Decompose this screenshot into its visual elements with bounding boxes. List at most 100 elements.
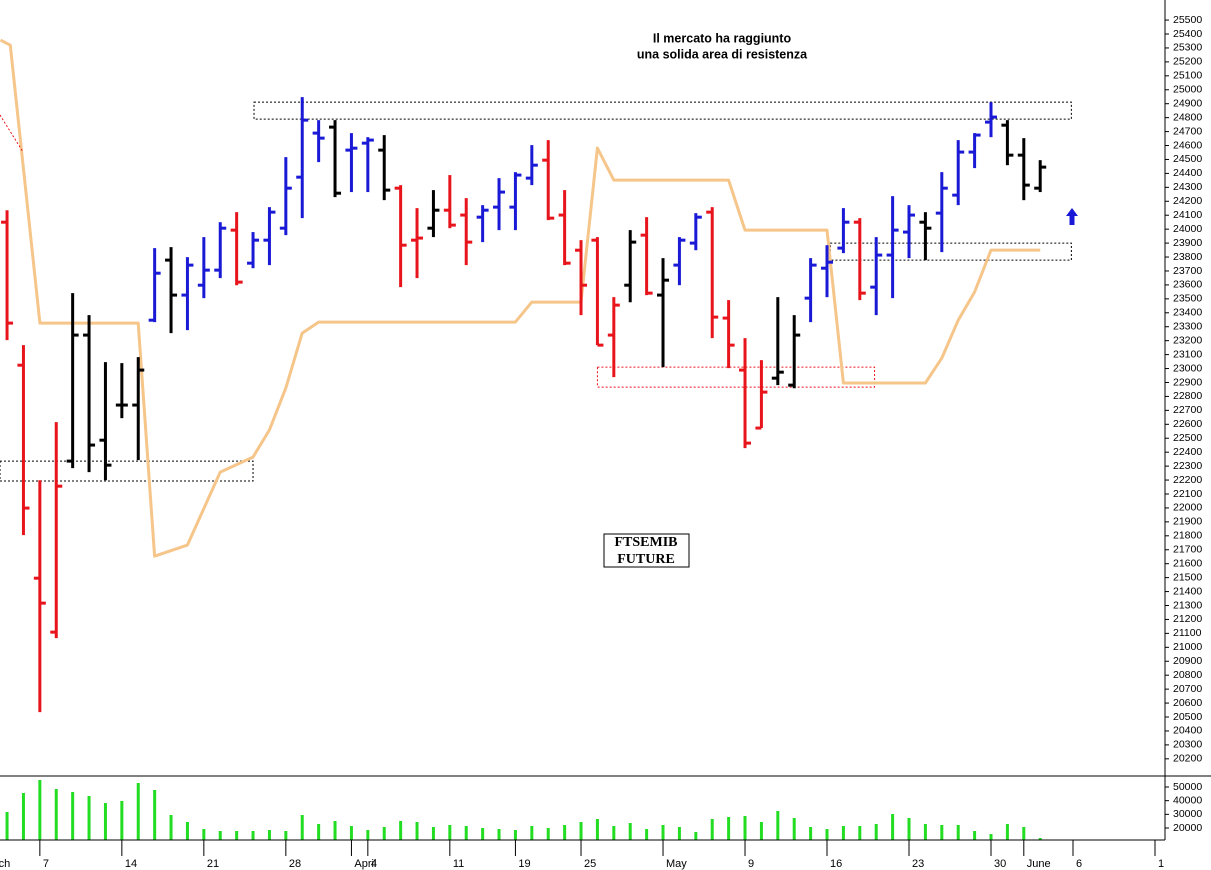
annotation: Il mercato ha raggiunto	[653, 31, 792, 45]
x-tick-label: 19	[518, 858, 530, 870]
y-tick-label: 22300	[1173, 460, 1202, 472]
y-tick-label: 25100	[1173, 70, 1202, 82]
y-tick-label: 24200	[1173, 195, 1202, 207]
volume-bar	[54, 788, 58, 840]
label-box	[603, 533, 690, 568]
x-tick-label: 9	[748, 858, 754, 870]
volume-bar	[579, 821, 583, 840]
volume-bar	[825, 829, 829, 840]
x-tick-label: 23	[912, 858, 924, 870]
trend-line	[0, 114, 24, 153]
y-tick-label: 30000	[1173, 808, 1202, 820]
y-tick-label: 24500	[1173, 153, 1202, 165]
volume-bar	[218, 831, 222, 840]
y-tick-label: 20200	[1173, 753, 1202, 765]
chart-label: FTSEMIB	[614, 535, 677, 550]
volume-bar	[874, 824, 878, 840]
volume-bar	[382, 826, 386, 840]
volume-bar	[153, 789, 157, 840]
y-tick-label: 23700	[1173, 265, 1202, 277]
volume-bar	[923, 824, 927, 840]
y-tick-label: 20300	[1173, 739, 1202, 751]
annotation: una solida area di resistenza	[637, 47, 808, 61]
y-tick-label: 21400	[1173, 585, 1202, 597]
x-tick-label: 16	[830, 858, 842, 870]
volume-bar	[103, 802, 107, 840]
volume-bar	[366, 830, 370, 840]
volume-bar	[1038, 837, 1042, 840]
volume-bar	[940, 825, 944, 840]
y-tick-label: 22600	[1173, 418, 1202, 430]
y-tick-label: 21000	[1173, 641, 1202, 653]
y-tick-label: 24400	[1173, 167, 1202, 179]
y-tick-label: 22800	[1173, 390, 1202, 402]
y-tick-label: 25000	[1173, 84, 1202, 96]
volume-bar	[284, 831, 288, 840]
y-tick-label: 20800	[1173, 669, 1202, 681]
x-tick-label: 7	[43, 858, 49, 870]
x-tick-label: 11	[453, 858, 464, 870]
volume-bar	[185, 821, 189, 840]
volume-bar	[71, 792, 75, 840]
y-tick-label: 40000	[1173, 794, 1202, 806]
y-tick-label: 23300	[1173, 321, 1202, 333]
y-tick-label: 22500	[1173, 432, 1202, 444]
volume-bar	[349, 826, 353, 840]
volume-bar	[169, 814, 173, 840]
volume-bar	[464, 826, 468, 840]
y-tick-label: 21900	[1173, 516, 1202, 528]
volume-bar	[661, 825, 665, 840]
x-tick-label: 6	[1076, 858, 1082, 870]
volume-bar	[87, 795, 91, 840]
y-tick-label: 22200	[1173, 474, 1202, 486]
y-tick-label: 25500	[1173, 14, 1202, 26]
volume-bar	[431, 826, 435, 840]
x-tick-label: 30	[994, 858, 1006, 870]
volume-bar	[743, 815, 747, 840]
y-tick-label: 21800	[1173, 530, 1202, 542]
x-tick-label: 4	[371, 858, 377, 870]
y-tick-label: 24100	[1173, 209, 1202, 221]
y-tick-label: 24600	[1173, 139, 1202, 151]
y-tick-label: 25300	[1173, 42, 1202, 54]
y-tick-label: 20000	[1173, 822, 1202, 834]
volume-bar	[858, 826, 862, 840]
y-tick-label: 23500	[1173, 293, 1202, 305]
chart-label: FUTURE	[617, 552, 675, 567]
y-tick-label: 22700	[1173, 404, 1202, 416]
price-zone	[829, 242, 1072, 261]
x-tick-label: ch	[0, 858, 10, 870]
x-tick-label: May	[666, 858, 687, 870]
volume-bar	[776, 811, 780, 840]
volume-bar	[710, 819, 714, 840]
y-tick-label: 25400	[1173, 28, 1202, 40]
volume-bar	[891, 813, 895, 840]
y-tick-label: 23200	[1173, 334, 1202, 346]
x-tick-label: 1	[1158, 858, 1164, 870]
volume-bar	[612, 826, 616, 840]
volume-bar	[727, 816, 731, 840]
y-tick-label: 21500	[1173, 571, 1202, 583]
y-tick-label: 21300	[1173, 599, 1202, 611]
volume-bar	[300, 814, 304, 840]
volume-bar	[136, 782, 140, 840]
y-tick-label: 25200	[1173, 56, 1202, 68]
y-tick-label: 24900	[1173, 97, 1202, 109]
volume-bar	[530, 826, 534, 840]
volume-bar	[809, 826, 813, 840]
volume-bar	[415, 821, 419, 840]
y-tick-label: 24800	[1173, 111, 1202, 123]
y-tick-label: 22000	[1173, 502, 1202, 514]
up-arrow	[1066, 208, 1078, 225]
y-tick-label: 23800	[1173, 251, 1202, 263]
y-tick-label: 22100	[1173, 488, 1202, 500]
volume-bar	[973, 831, 977, 840]
price-zone	[596, 366, 876, 388]
y-tick-label: 21600	[1173, 557, 1202, 569]
price-zone	[253, 101, 1072, 120]
volume-bar	[251, 831, 255, 840]
volume-bar	[448, 825, 452, 840]
volume-bar	[267, 830, 271, 840]
volume-bar	[989, 833, 993, 840]
